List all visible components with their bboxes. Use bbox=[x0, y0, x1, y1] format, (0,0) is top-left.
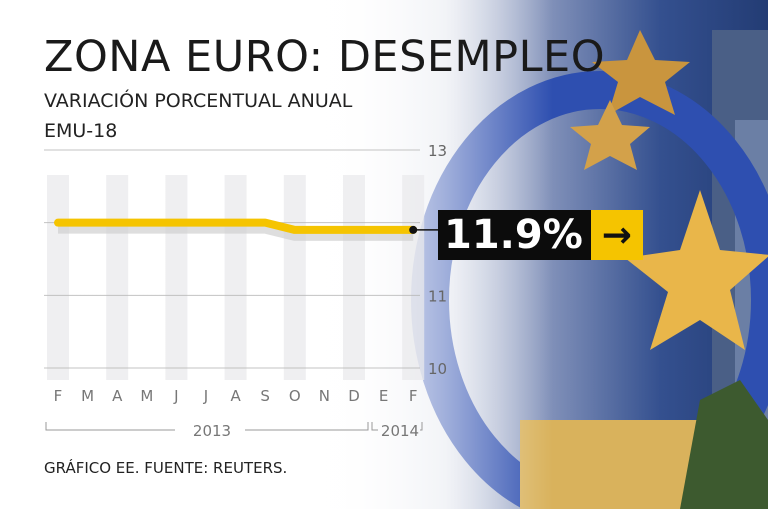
arrow-right-icon: → bbox=[590, 210, 643, 260]
x-tick-label: J bbox=[203, 387, 208, 405]
year-bracket bbox=[420, 422, 423, 431]
y-tick-label: 13 bbox=[428, 142, 447, 160]
column-band bbox=[283, 175, 306, 380]
x-tick-label: J bbox=[173, 387, 178, 405]
year-bracket bbox=[371, 422, 378, 431]
column-band bbox=[165, 175, 188, 380]
year-label: 2013 bbox=[193, 422, 231, 440]
x-tick-label: E bbox=[379, 387, 388, 405]
x-tick-label: N bbox=[319, 387, 330, 405]
y-tick-label: 11 bbox=[428, 287, 447, 305]
x-tick-label: F bbox=[54, 387, 63, 405]
latest-value-label: 11.9% bbox=[438, 210, 591, 260]
year-label: 2014 bbox=[381, 422, 419, 440]
series-line-shadow bbox=[58, 223, 414, 241]
x-tick-label: D bbox=[348, 387, 360, 405]
latest-value-callout: 11.9% → bbox=[438, 210, 643, 260]
series-line bbox=[54, 218, 418, 234]
column-band bbox=[47, 175, 69, 380]
chart-title: ZONA EURO: DESEMPLEO bbox=[44, 32, 606, 82]
x-tick-label: O bbox=[289, 387, 301, 405]
data-point-latest bbox=[409, 225, 418, 234]
column-band bbox=[343, 175, 365, 380]
x-tick-label: M bbox=[140, 387, 153, 405]
x-tick-label: S bbox=[260, 387, 270, 405]
year-bracket bbox=[45, 422, 175, 431]
x-tick-label: A bbox=[230, 387, 241, 405]
column-band bbox=[402, 175, 425, 380]
chart-region-label: EMU-18 bbox=[44, 120, 118, 142]
x-tick-label: F bbox=[409, 387, 418, 405]
y-tick-label: 10 bbox=[428, 360, 447, 378]
source-note: GRÁFICO EE. FUENTE: REUTERS. bbox=[44, 459, 288, 477]
x-tick-label: A bbox=[112, 387, 123, 405]
chart-subtitle: VARIACIÓN PORCENTUAL ANUAL bbox=[44, 90, 353, 112]
x-tick-label: M bbox=[81, 387, 94, 405]
year-bracket bbox=[245, 422, 369, 431]
column-band bbox=[106, 175, 129, 380]
column-band bbox=[224, 175, 247, 380]
